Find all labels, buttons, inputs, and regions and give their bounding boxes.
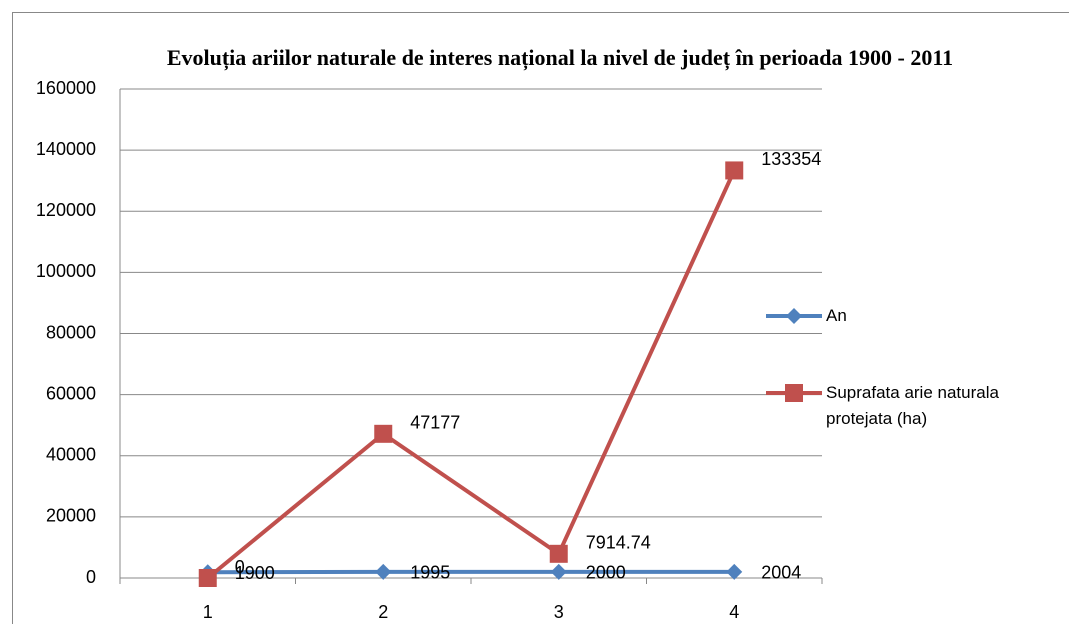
y-tick-label: 80000 [46,322,96,342]
data-label: 7914.74 [586,533,651,553]
legend-label: Suprafata arie naturala protejata (ha) [826,383,999,428]
data-label: 0 [235,557,245,577]
x-tick-label: 4 [729,602,739,622]
point [550,563,567,580]
y-tick-label: 0 [86,567,96,587]
data-label: 1995 [410,563,450,583]
y-tick-label: 120000 [36,200,96,220]
point [725,161,744,180]
y-tick-label: 60000 [46,383,96,403]
point [198,569,217,587]
legend-label: An [826,306,847,325]
data-label: 133354 [761,149,821,169]
point [549,544,568,563]
point [374,424,393,443]
data-label: 1900 [235,563,275,583]
data-label: 2000 [586,563,626,583]
y-tick-label: 140000 [36,139,96,159]
legend-marker [785,384,803,402]
chart-border [12,12,1069,624]
chart-title: Evoluția ariilor naturale de interes naț… [166,45,954,70]
x-tick-label: 2 [378,602,388,622]
point [726,563,743,580]
x-tick-label: 1 [203,602,213,622]
series-line [206,169,737,580]
y-tick-label: 40000 [46,445,96,465]
y-tick-label: 100000 [36,261,96,281]
legend-marker [786,308,802,324]
y-tick-label: 20000 [46,506,96,526]
point [375,563,392,580]
data-label: 47177 [410,413,460,433]
data-label: 2004 [761,563,801,583]
x-tick-label: 3 [554,602,564,622]
y-tick-label: 160000 [36,78,96,98]
